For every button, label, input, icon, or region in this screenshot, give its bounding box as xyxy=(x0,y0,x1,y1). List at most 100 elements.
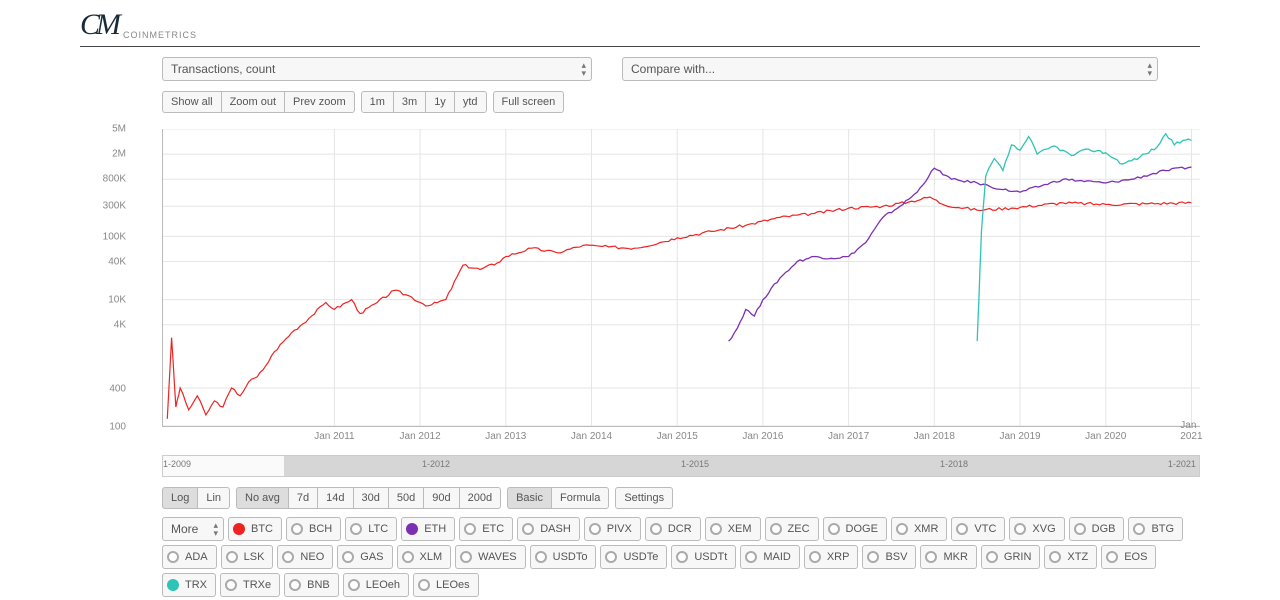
no-avg-button[interactable]: No avg xyxy=(236,487,289,509)
settings-button[interactable]: Settings xyxy=(615,487,673,509)
y-tick: 800K xyxy=(103,174,126,185)
zoom-out-button[interactable]: Zoom out xyxy=(221,91,285,113)
coin-lsk[interactable]: LSK xyxy=(221,545,274,569)
prev-zoom-button[interactable]: Prev zoom xyxy=(284,91,355,113)
30d-button[interactable]: 30d xyxy=(353,487,389,509)
3m-button[interactable]: 3m xyxy=(393,91,426,113)
coin-label: GRIN xyxy=(1004,551,1032,563)
scrub-label: 1-2015 xyxy=(681,459,709,469)
coin-label: GAS xyxy=(360,551,383,563)
coin-xrp[interactable]: XRP xyxy=(804,545,859,569)
chart-svg xyxy=(163,129,1200,426)
14d-button[interactable]: 14d xyxy=(317,487,353,509)
coin-gas[interactable]: GAS xyxy=(337,545,392,569)
coin-dgb[interactable]: DGB xyxy=(1069,517,1125,541)
coin-etc[interactable]: ETC xyxy=(459,517,513,541)
1y-button[interactable]: 1y xyxy=(425,91,455,113)
coin-label: USDTt xyxy=(694,551,727,563)
coin-xmr[interactable]: XMR xyxy=(891,517,947,541)
coin-dot-icon xyxy=(291,523,303,535)
coin-dot-icon xyxy=(770,523,782,535)
coin-zec[interactable]: ZEC xyxy=(765,517,819,541)
coin-doge[interactable]: DOGE xyxy=(823,517,887,541)
full-screen-button[interactable]: Full screen xyxy=(493,91,565,113)
coin-dot-icon xyxy=(402,551,414,563)
coin-btg[interactable]: BTG xyxy=(1128,517,1183,541)
coin-dot-icon xyxy=(1133,523,1145,535)
coin-eth[interactable]: ETH xyxy=(401,517,455,541)
coin-label: USDTe xyxy=(623,551,658,563)
x-tick: Jan 2019 xyxy=(999,431,1040,442)
coin-xtz[interactable]: XTZ xyxy=(1044,545,1097,569)
1m-button[interactable]: 1m xyxy=(361,91,394,113)
compare-select[interactable]: Compare with... xyxy=(622,57,1158,81)
coin-grin[interactable]: GRIN xyxy=(981,545,1041,569)
coin-label: XTZ xyxy=(1067,551,1088,563)
log-button[interactable]: Log xyxy=(162,487,198,509)
coin-neo[interactable]: NEO xyxy=(277,545,333,569)
coin-label: WAVES xyxy=(478,551,517,563)
coin-xem[interactable]: XEM xyxy=(705,517,761,541)
time-scrubber[interactable]: 1-20091-20121-20151-20181-2021 xyxy=(162,455,1200,477)
y-tick: 10K xyxy=(108,295,126,306)
coin-xlm[interactable]: XLM xyxy=(397,545,452,569)
coin-usdto[interactable]: USDTo xyxy=(530,545,597,569)
coin-bnb[interactable]: BNB xyxy=(284,573,339,597)
coin-vtc[interactable]: VTC xyxy=(951,517,1005,541)
coin-bch[interactable]: BCH xyxy=(286,517,341,541)
coin-label: VTC xyxy=(974,523,996,535)
7d-button[interactable]: 7d xyxy=(288,487,318,509)
coin-label: XVG xyxy=(1032,523,1055,535)
coin-dash[interactable]: DASH xyxy=(517,517,580,541)
x-tick: Jan 2015 xyxy=(657,431,698,442)
series-TRX xyxy=(977,134,1191,341)
coin-btc[interactable]: BTC xyxy=(228,517,282,541)
coin-trxe[interactable]: TRXe xyxy=(220,573,280,597)
lin-button[interactable]: Lin xyxy=(197,487,230,509)
basic-button[interactable]: Basic xyxy=(507,487,552,509)
series-ETH xyxy=(729,167,1192,341)
formula-button[interactable]: Formula xyxy=(551,487,609,509)
coin-ada[interactable]: ADA xyxy=(162,545,217,569)
coin-dot-icon xyxy=(828,523,840,535)
x-tick: Jan 2016 xyxy=(742,431,783,442)
y-tick: 100 xyxy=(109,422,126,433)
coin-waves[interactable]: WAVES xyxy=(455,545,526,569)
coin-pivx[interactable]: PIVX xyxy=(584,517,641,541)
coin-label: XEM xyxy=(728,523,752,535)
y-tick: 400 xyxy=(109,383,126,394)
coin-label: BCH xyxy=(309,523,332,535)
coin-label: NEO xyxy=(300,551,324,563)
coin-label: LEOes xyxy=(436,579,470,591)
x-tick: Jan 2012 xyxy=(400,431,441,442)
coin-maid[interactable]: MAID xyxy=(740,545,800,569)
coin-leoes[interactable]: LEOes xyxy=(413,573,479,597)
coin-trx[interactable]: TRX xyxy=(162,573,216,597)
y-tick: 100K xyxy=(103,231,126,242)
coin-usdte[interactable]: USDTe xyxy=(600,545,667,569)
coin-dot-icon xyxy=(956,523,968,535)
coin-label: DCR xyxy=(668,523,692,535)
coin-dcr[interactable]: DCR xyxy=(645,517,701,541)
200d-button[interactable]: 200d xyxy=(459,487,501,509)
coin-dot-icon xyxy=(460,551,472,563)
coin-ltc[interactable]: LTC xyxy=(345,517,397,541)
coin-dot-icon xyxy=(605,551,617,563)
coin-usdtt[interactable]: USDTt xyxy=(671,545,736,569)
coin-label: EOS xyxy=(1124,551,1147,563)
ytd-button[interactable]: ytd xyxy=(454,91,487,113)
scrub-label: 1-2012 xyxy=(422,459,450,469)
coin-dot-icon xyxy=(418,579,430,591)
90d-button[interactable]: 90d xyxy=(423,487,459,509)
coin-bsv[interactable]: BSV xyxy=(862,545,916,569)
coin-dot-icon xyxy=(1014,523,1026,535)
coin-eos[interactable]: EOS xyxy=(1101,545,1156,569)
metric-select[interactable]: Transactions, count xyxy=(162,57,592,81)
coin-xvg[interactable]: XVG xyxy=(1009,517,1064,541)
y-tick: 2M xyxy=(112,149,126,160)
x-tick: Jan 2017 xyxy=(828,431,869,442)
50d-button[interactable]: 50d xyxy=(388,487,424,509)
coin-mkr[interactable]: MKR xyxy=(920,545,976,569)
coin-leoeh[interactable]: LEOeh xyxy=(343,573,409,597)
show-all-button[interactable]: Show all xyxy=(162,91,222,113)
